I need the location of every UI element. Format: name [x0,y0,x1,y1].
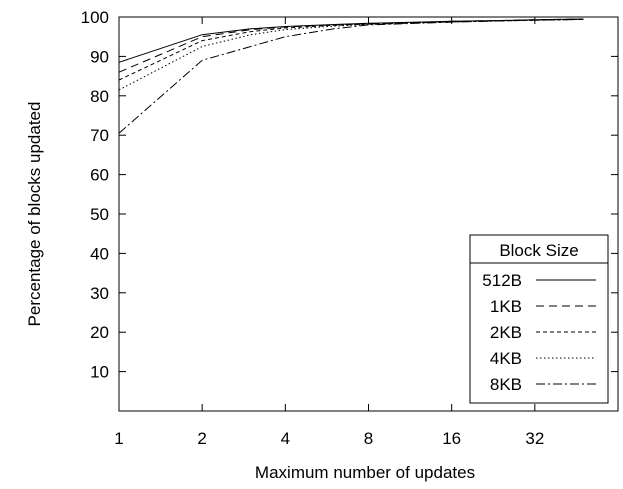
series-line-2kb [118,18,584,81]
legend: Block Size 512B 1KB 2KB 4KB 8KB [469,234,609,404]
x-tick-label: 2 [197,429,206,448]
x-tick-label: 16 [442,429,461,448]
x-tick-label: 1 [114,429,123,448]
y-tick-label: 40 [90,244,109,263]
y-tick-label: 90 [90,47,109,66]
legend-label-1kb: 1KB [490,297,522,316]
series-lines [118,18,584,134]
legend-title: Block Size [499,241,578,260]
legend-label-512b: 512B [482,271,522,290]
x-tick-label: 4 [281,429,290,448]
legend-label-8kb: 8KB [490,375,522,394]
series-line-8kb [118,18,584,134]
y-tick-label: 50 [90,205,109,224]
x-axis-ticks: 1 2 4 8 16 32 [114,17,544,448]
x-tick-label: 32 [525,429,544,448]
y-tick-label: 100 [81,8,109,27]
y-tick-label: 30 [90,284,109,303]
y-tick-label: 60 [90,166,109,185]
y-tick-label: 70 [90,126,109,145]
x-tick-label: 8 [364,429,373,448]
x-axis-title: Maximum number of updates [255,463,475,482]
legend-label-2kb: 2KB [490,323,522,342]
y-axis-ticks: 10 20 30 40 50 60 70 80 90 100 [81,8,618,382]
y-tick-label: 10 [90,363,109,382]
legend-label-4kb: 4KB [490,349,522,368]
series-line-1kb [118,18,584,73]
y-tick-label: 20 [90,323,109,342]
y-tick-label: 80 [90,87,109,106]
y-axis-title: Percentage of blocks updated [25,102,44,327]
series-line-4kb [118,18,584,91]
